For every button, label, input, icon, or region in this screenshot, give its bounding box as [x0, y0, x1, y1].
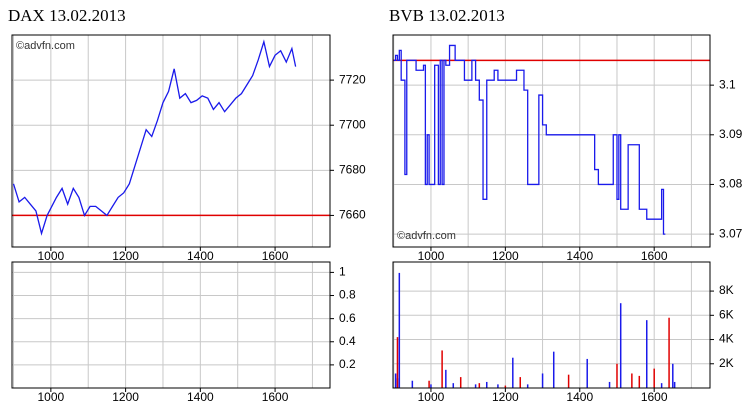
plot-area	[12, 35, 330, 247]
y-tick-label: 8K	[719, 283, 734, 297]
y-tick-label: 0.8	[339, 288, 356, 302]
y-tick-label: 7660	[339, 208, 366, 222]
x-tick-label: 1400	[187, 390, 214, 404]
x-tick-label: 1000	[38, 390, 65, 404]
x-tick-label: 1600	[641, 390, 668, 404]
watermark: ©advfn.com	[397, 230, 456, 242]
y-tick-label: 7700	[339, 117, 366, 131]
y-tick-label: 3.1	[719, 77, 736, 91]
y-tick-label: 7680	[339, 162, 366, 176]
plot-area	[393, 35, 710, 247]
x-tick-label: 1200	[112, 249, 139, 263]
plot-frame	[392, 34, 711, 248]
plot-frame	[11, 261, 331, 389]
x-tick-label: 1200	[492, 390, 519, 404]
x-tick-label: 1200	[492, 249, 519, 263]
y-tick-label: 7720	[339, 72, 366, 86]
price-line	[393, 44, 666, 235]
x-tick-label: 1000	[418, 249, 445, 263]
watermark: ©advfn.com	[16, 40, 75, 52]
y-tick-label: 6K	[719, 307, 734, 321]
x-tick-label: 1200	[112, 390, 139, 404]
y-tick-label: 3.07	[719, 226, 743, 240]
x-tick-label: 1600	[641, 249, 668, 263]
chart-title: BVB 13.02.2013	[389, 6, 505, 25]
x-tick-label: 1000	[38, 249, 65, 263]
plot-frame	[11, 34, 331, 248]
y-tick-label: 4K	[719, 332, 734, 346]
x-tick-label: 1600	[262, 249, 289, 263]
x-tick-label: 1400	[187, 249, 214, 263]
price-line	[12, 39, 297, 236]
y-tick-label: 2K	[719, 356, 734, 370]
chart-title: DAX 13.02.2013	[8, 6, 126, 25]
x-tick-label: 1400	[566, 390, 593, 404]
y-tick-label: 0.2	[339, 357, 356, 371]
y-tick-label: 0.6	[339, 311, 356, 325]
plot-area	[12, 262, 330, 388]
y-tick-label: 1	[339, 265, 346, 279]
y-tick-label: 3.08	[719, 177, 743, 191]
x-tick-label: 1000	[418, 390, 445, 404]
plot-frame	[392, 261, 711, 389]
y-tick-label: 3.09	[719, 127, 743, 141]
y-tick-label: 0.4	[339, 334, 356, 348]
x-tick-label: 1600	[262, 390, 289, 404]
plot-area	[393, 262, 710, 388]
x-tick-label: 1400	[566, 249, 593, 263]
